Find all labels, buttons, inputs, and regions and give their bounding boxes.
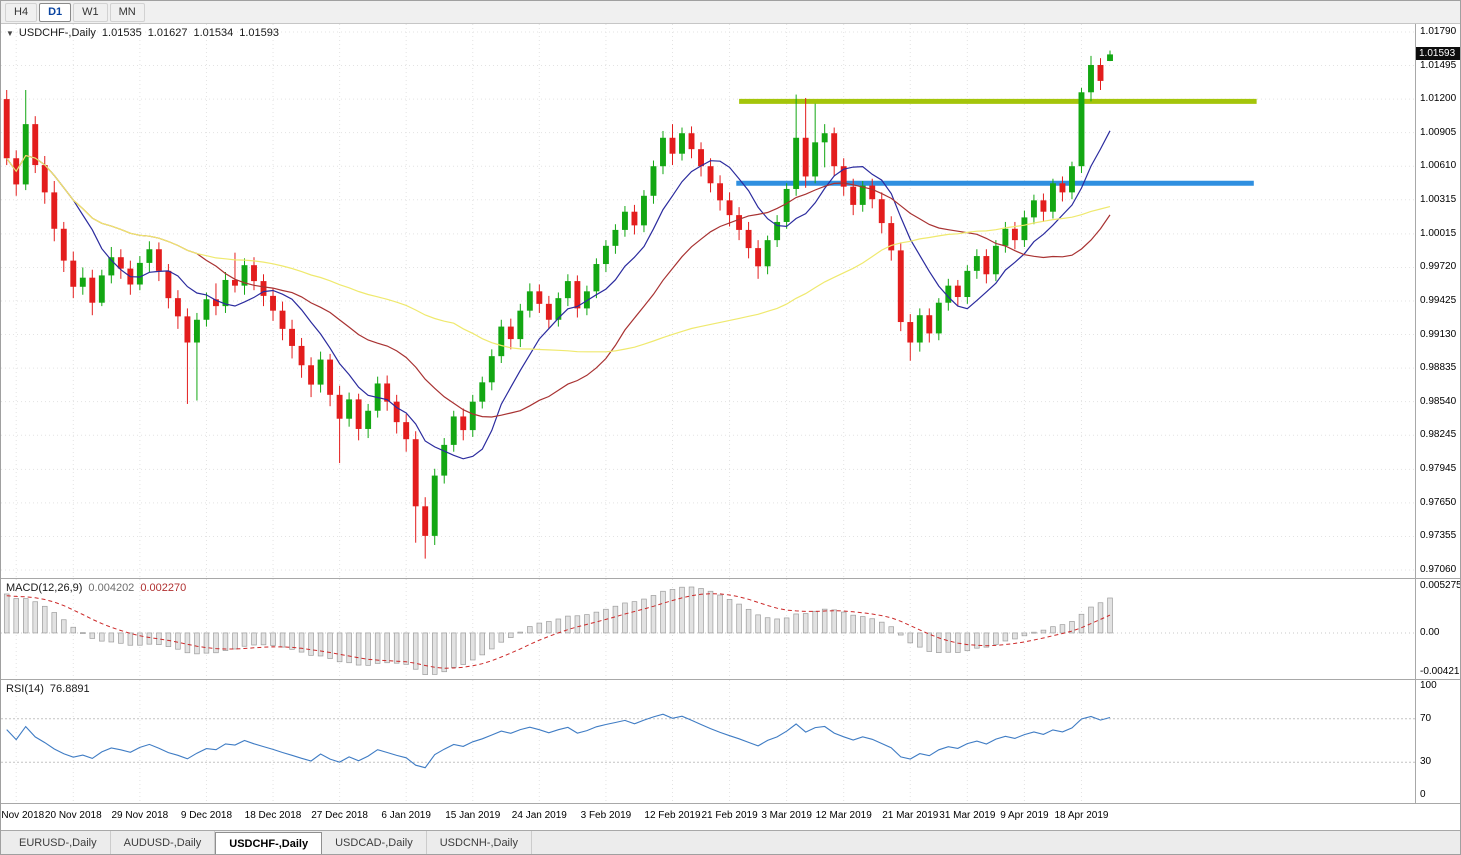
main-chart-plot[interactable] xyxy=(1,24,1415,578)
symbol-tab-usdchf[interactable]: USDCHF-,Daily xyxy=(215,832,323,854)
symbol-tab-bar: EURUSD-,Daily AUDUSD-,Daily USDCHF-,Dail… xyxy=(1,830,1460,854)
axis-label: 0.00 xyxy=(1420,626,1440,638)
axis-label: 0.99130 xyxy=(1420,328,1457,340)
ohlc-open-value: 1.01535 xyxy=(101,27,142,39)
axis-label: 0 xyxy=(1420,789,1426,800)
date-label: 21 Feb 2019 xyxy=(701,810,758,821)
symbol-tab-usdcnh[interactable]: USDCNH-,Daily xyxy=(427,831,532,854)
ohlc-close-value: 1.01593 xyxy=(239,27,279,39)
macd-title-bar: MACD(12,26,9) 0.004202 0.002270 xyxy=(6,582,186,594)
timeframe-tab-w1[interactable]: W1 xyxy=(73,2,108,22)
rsi-axis: 100 70 30 0 xyxy=(1415,680,1460,803)
axis-label: 1.00315 xyxy=(1420,193,1457,205)
macd-panel: MACD(12,26,9) 0.004202 0.002270 0.005275… xyxy=(1,578,1460,679)
date-label: 21 Mar 2019 xyxy=(882,810,939,821)
chart-symbol-label: USDCHF-,Daily xyxy=(18,27,96,39)
axis-label: 1.01790 xyxy=(1420,26,1457,37)
timeframe-tab-d1[interactable]: D1 xyxy=(39,2,72,22)
date-label: 12 Mar 2019 xyxy=(815,810,872,821)
axis-label: 0.97945 xyxy=(1420,463,1457,475)
axis-label: 1.01200 xyxy=(1420,93,1457,105)
date-label: 9 Dec 2018 xyxy=(180,810,233,821)
rsi-panel: RSI(14) 76.8891 100 70 30 0 xyxy=(1,679,1460,803)
macd-axis: 0.005275 0.00 -0.00421 xyxy=(1415,579,1460,679)
date-label: 11 Nov 2018 xyxy=(1,810,45,821)
axis-label: 0.97650 xyxy=(1420,496,1457,508)
date-label: 18 Dec 2018 xyxy=(244,810,302,821)
date-label: 6 Jan 2019 xyxy=(381,810,431,821)
timeframe-bar: H4 D1 W1 MN xyxy=(1,1,1460,24)
rsi-title-bar: RSI(14) 76.8891 xyxy=(6,683,90,695)
rsi-title: RSI(14) xyxy=(6,683,44,695)
axis-label: 1.01495 xyxy=(1420,59,1457,71)
rsi-plot[interactable] xyxy=(1,680,1415,803)
timeframe-tab-h4[interactable]: H4 xyxy=(5,2,38,22)
axis-label: 0.98835 xyxy=(1420,362,1457,374)
axis-label: 0.98245 xyxy=(1420,429,1457,441)
date-label: 3 Feb 2019 xyxy=(580,810,632,821)
date-label: 29 Nov 2018 xyxy=(111,810,169,821)
axis-label: 0.005275 xyxy=(1420,580,1461,591)
ohlc-high-value: 1.01627 xyxy=(147,27,188,39)
chart-dropdown-icon[interactable]: ▼ xyxy=(6,28,14,38)
ohlc-low-value: 1.01534 xyxy=(193,27,234,39)
rsi-value: 76.8891 xyxy=(49,683,90,695)
axis-label: 0.99720 xyxy=(1420,261,1457,273)
timeframe-tab-mn[interactable]: MN xyxy=(109,2,145,22)
current-price-badge: 1.01593 xyxy=(1416,47,1460,61)
date-label: 27 Dec 2018 xyxy=(311,810,368,821)
macd-title: MACD(12,26,9) xyxy=(6,582,83,594)
symbol-tab-eurusd[interactable]: EURUSD-,Daily xyxy=(6,831,111,854)
date-label: 24 Jan 2019 xyxy=(511,810,567,821)
price-axis[interactable]: 1.01593 1.01790 1.01495 1.01200 1.00905 1.00… xyxy=(1415,24,1460,578)
axis-label: 1.00610 xyxy=(1420,160,1457,172)
axis-label: -0.00421 xyxy=(1420,666,1460,677)
axis-label: 0.97060 xyxy=(1420,564,1457,575)
axis-label: 0.99425 xyxy=(1420,295,1457,306)
axis-label: 0.97355 xyxy=(1420,530,1457,542)
symbol-tab-usdcad[interactable]: USDCAD-,Daily xyxy=(322,831,427,854)
date-label: 15 Jan 2019 xyxy=(445,810,501,821)
date-label: 20 Nov 2018 xyxy=(44,810,102,821)
axis-label: 1.00015 xyxy=(1420,227,1457,239)
date-label: 3 Mar 2019 xyxy=(761,810,812,821)
axis-label: 1.00905 xyxy=(1420,126,1457,138)
axis-label: 0.98540 xyxy=(1420,395,1457,407)
date-label: 18 Apr 2019 xyxy=(1054,810,1109,821)
macd-plot[interactable] xyxy=(1,579,1415,679)
date-label: 31 Mar 2019 xyxy=(939,810,996,821)
axis-label: 100 xyxy=(1420,680,1437,691)
date-label: 12 Feb 2019 xyxy=(644,810,701,821)
date-label: 9 Apr 2019 xyxy=(1000,810,1049,821)
macd-main-value: 0.004202 xyxy=(88,582,135,594)
main-chart-panel: ▼ USDCHF-,Daily 1.01535 1.01627 1.01534 … xyxy=(1,24,1460,578)
macd-signal-value: 0.002270 xyxy=(140,582,187,594)
axis-label: 70 xyxy=(1420,712,1432,724)
symbol-tab-audusd[interactable]: AUDUSD-,Daily xyxy=(111,831,216,854)
axis-label: 30 xyxy=(1420,756,1432,768)
chart-title-bar: ▼ USDCHF-,Daily 1.01535 1.01627 1.01534 … xyxy=(6,27,279,39)
